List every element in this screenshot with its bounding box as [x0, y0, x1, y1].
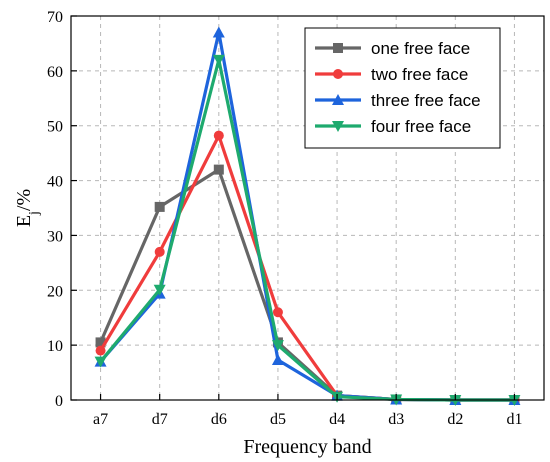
data-point: [154, 201, 165, 212]
plot-frame: [70, 15, 545, 401]
y-tick-label: 40: [47, 174, 63, 191]
y-axis-title-suffix: /%: [13, 189, 35, 211]
legend-item: four free face: [315, 117, 471, 136]
data-point: [213, 130, 224, 141]
y-tick-label: 0: [55, 393, 63, 410]
x-tick-label: d5: [270, 411, 286, 428]
data-point: [95, 345, 106, 356]
data-point: [271, 353, 284, 365]
legend-label: three free face: [371, 91, 481, 110]
legend: one free face two free face three free fac…: [304, 27, 501, 149]
legend-item: three free face: [315, 91, 481, 110]
y-tick-label: 20: [47, 283, 63, 300]
data-point: [153, 284, 166, 296]
y-axis-title-main: E: [13, 215, 35, 227]
data-point: [271, 340, 284, 352]
legend-item: two free face: [315, 65, 468, 84]
y-tick-label: 50: [47, 119, 63, 136]
y-tick-label: 30: [47, 228, 63, 245]
legend-item: one free face: [315, 39, 470, 58]
data-point: [272, 307, 283, 318]
legend-marker: [333, 69, 343, 79]
x-tick-label: d4: [329, 411, 345, 428]
y-axis-title: Ej/%: [13, 189, 42, 227]
series-line: [99, 133, 515, 402]
data-point: [213, 164, 224, 175]
x-tick-label: d6: [211, 411, 227, 428]
data-point: [212, 54, 225, 66]
legend-label: four free face: [371, 117, 471, 136]
legend-marker: [332, 94, 344, 105]
x-tick-label: d3: [388, 411, 404, 428]
data-point: [154, 246, 165, 257]
y-tick-label: 70: [47, 9, 63, 26]
y-axis-title-subscript: j: [27, 211, 42, 216]
y-tick-label: 10: [47, 338, 63, 355]
legend-label: two free face: [371, 65, 468, 84]
series-two-free-face: [95, 130, 520, 405]
x-tick-label: d2: [447, 411, 463, 428]
legend-label: one free face: [371, 39, 470, 58]
axis-ticks: 0 10 20 30 40 50 60 70 a7 d7 d6 d5 d4 d3 d2 d1: [47, 9, 522, 428]
x-axis-title: Frequency band: [243, 436, 371, 458]
y-tick-label: 60: [47, 64, 63, 81]
x-tick-label: d1: [506, 411, 522, 428]
data-point: [212, 26, 225, 38]
legend-marker: [333, 43, 343, 53]
data-point: [95, 337, 106, 348]
x-tick-label: d7: [152, 411, 168, 428]
x-tick-label: a7: [93, 411, 108, 428]
data-point: [94, 356, 107, 368]
legend-marker: [332, 121, 344, 132]
